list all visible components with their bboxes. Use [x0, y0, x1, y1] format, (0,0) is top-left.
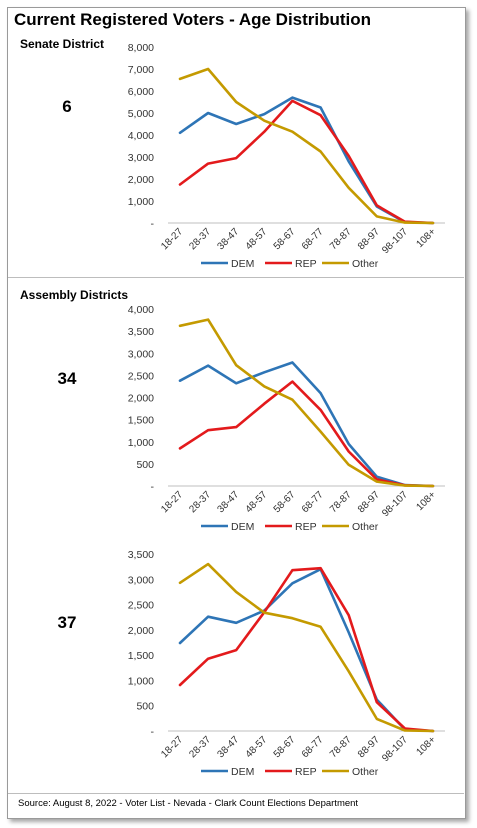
y-tick-label: 3,000 [128, 574, 154, 586]
x-tick-label: 48-57 [244, 734, 270, 760]
y-tick-label: 1,000 [128, 675, 154, 687]
section-divider [8, 277, 464, 278]
y-tick-label: 7,000 [128, 64, 154, 76]
x-tick-label: 78-87 [328, 734, 354, 760]
page-title: Current Registered Voters - Age Distribu… [14, 10, 372, 29]
y-tick-label: 2,500 [128, 600, 154, 612]
y-tick-label: 2,000 [128, 625, 154, 637]
x-tick-label: 48-57 [244, 226, 270, 252]
legend-label-rep: REP [295, 766, 317, 778]
x-tick-label: 18-27 [159, 226, 185, 252]
series-line-rep [178, 99, 435, 225]
y-tick-label: 2,000 [128, 174, 154, 186]
x-tick-label: 98-107 [380, 226, 410, 256]
series-line-rep [178, 566, 435, 733]
x-tick-label: 78-87 [328, 489, 354, 515]
y-tick-label: 4,000 [128, 304, 154, 316]
x-tick-label: 108+ [414, 734, 438, 758]
legend-label-rep: REP [295, 258, 317, 270]
y-tick-label: 1,000 [128, 437, 154, 449]
x-tick-label: 18-27 [159, 489, 185, 515]
y-tick-label: 2,000 [128, 393, 154, 405]
y-tick-label: 500 [136, 459, 154, 471]
assembly-district-37-number: 37 [57, 613, 77, 632]
x-tick-label: 98-107 [380, 734, 410, 764]
x-tick-label: 98-107 [380, 489, 410, 519]
y-tick-label: 6,000 [128, 86, 154, 98]
series-line-dem [178, 567, 435, 733]
x-tick-label: 28-37 [187, 734, 213, 760]
y-tick-label: 3,500 [128, 326, 154, 338]
x-tick-label: 68-77 [300, 226, 326, 252]
y-tick-label: 3,000 [128, 152, 154, 164]
legend-label-other: Other [352, 766, 379, 778]
legend-label-rep: REP [295, 521, 317, 533]
x-tick-label: 28-37 [187, 226, 213, 252]
x-tick-label: 58-67 [272, 226, 298, 252]
y-tick-label: 3,000 [128, 348, 154, 360]
legend-label-dem: DEM [231, 258, 254, 270]
y-tick-label: 3,500 [128, 549, 154, 561]
x-tick-label: 108+ [414, 226, 438, 250]
legend-label-dem: DEM [231, 766, 254, 778]
series-line-other [178, 318, 435, 488]
y-tick-label: 500 [136, 701, 154, 713]
y-tick-label: - [151, 218, 155, 230]
y-tick-label: 1,500 [128, 415, 154, 427]
x-tick-label: 38-47 [215, 489, 241, 515]
assembly-district-34-number: 34 [57, 369, 77, 388]
y-tick-label: - [151, 726, 155, 738]
chart-frame [7, 7, 466, 819]
assembly-section-label: Assembly Districts [20, 288, 129, 302]
x-tick-label: 48-57 [244, 489, 270, 515]
x-tick-label: 28-37 [187, 489, 213, 515]
x-tick-label: 38-47 [215, 226, 241, 252]
y-tick-label: 1,000 [128, 196, 154, 208]
series-line-rep [178, 380, 435, 488]
legend-label-other: Other [352, 521, 379, 533]
x-tick-label: 108+ [414, 489, 438, 513]
series-line-dem [178, 361, 435, 488]
y-tick-label: 8,000 [128, 42, 154, 54]
series-line-other [178, 67, 435, 225]
legend-label-dem: DEM [231, 521, 254, 533]
source-note: Source: August 8, 2022 - Voter List - Ne… [18, 798, 359, 809]
x-tick-label: 18-27 [159, 734, 185, 760]
x-tick-label: 88-97 [356, 226, 382, 252]
footer-divider [8, 793, 464, 794]
x-tick-label: 58-67 [272, 734, 298, 760]
y-tick-label: - [151, 481, 155, 493]
senate-section-label: Senate District [20, 37, 105, 51]
y-tick-label: 2,500 [128, 370, 154, 382]
series-line-dem [178, 96, 435, 225]
y-tick-label: 4,000 [128, 130, 154, 142]
series-line-other [178, 562, 435, 733]
senate-district-number: 6 [62, 97, 72, 116]
x-tick-label: 68-77 [300, 489, 326, 515]
x-tick-label: 38-47 [215, 734, 241, 760]
legend-label-other: Other [352, 258, 379, 270]
x-tick-label: 58-67 [272, 489, 298, 515]
y-tick-label: 5,000 [128, 108, 154, 120]
x-tick-label: 88-97 [356, 734, 382, 760]
y-tick-label: 1,500 [128, 650, 154, 662]
x-tick-label: 78-87 [328, 226, 354, 252]
x-tick-label: 88-97 [356, 489, 382, 515]
x-tick-label: 68-77 [300, 734, 326, 760]
